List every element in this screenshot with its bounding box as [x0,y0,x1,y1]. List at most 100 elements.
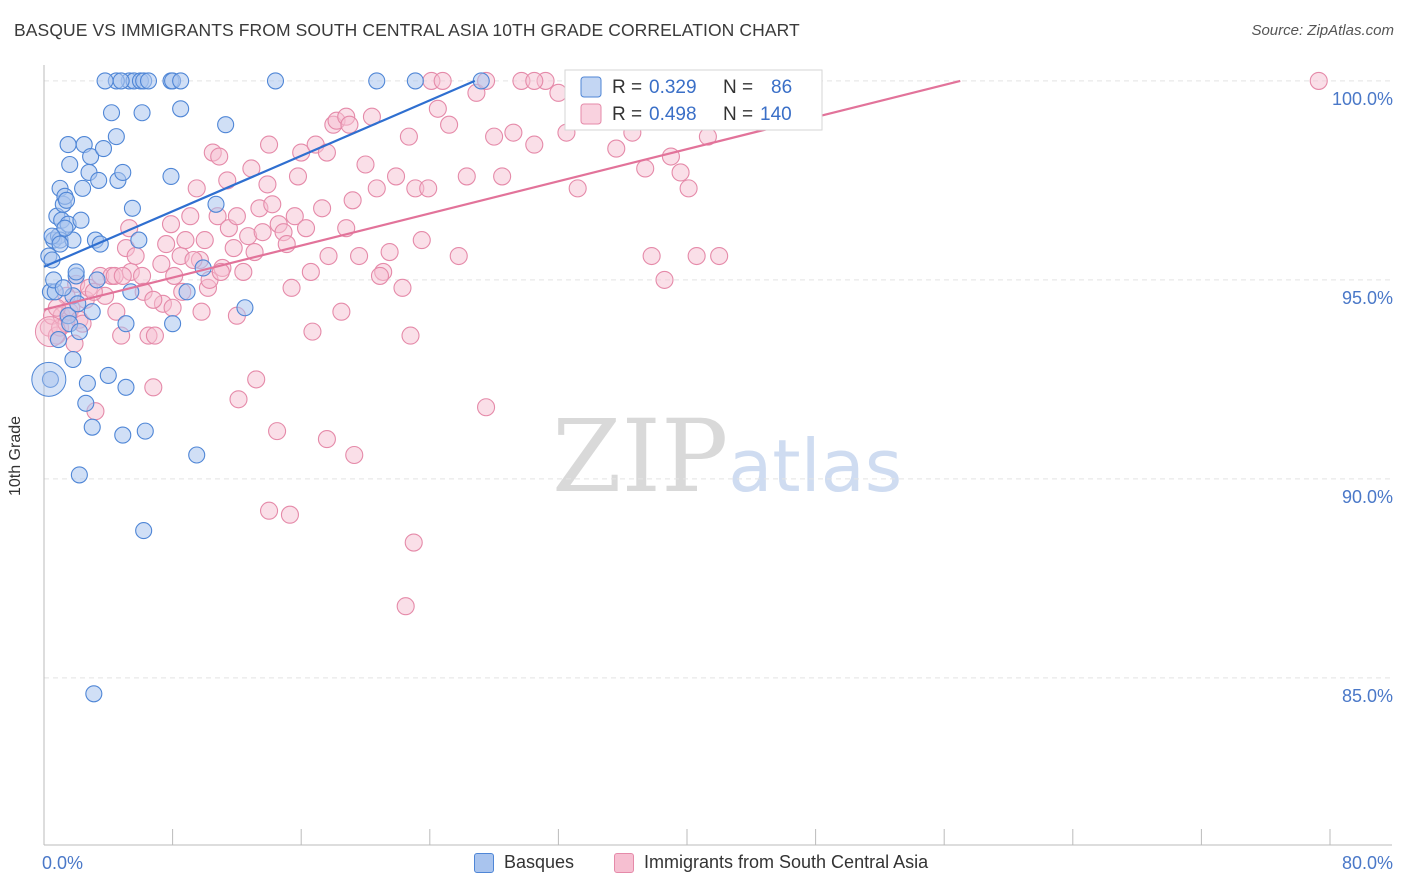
legend-r-label-1: R = [612,77,642,98]
x-tick-label: 0.0% [42,853,83,873]
point-immigrants [549,83,568,102]
point-basques [406,72,424,90]
point-basques [67,263,85,281]
point-immigrants [607,139,626,158]
point-immigrants [404,533,423,552]
bottom-legend-label-basques: Basques [504,852,575,872]
point-basques [117,315,135,333]
point-immigrants [356,155,375,174]
point-basques [135,522,153,540]
point-immigrants [145,326,164,345]
point-basques [217,116,235,134]
point-immigrants [350,246,369,266]
point-basques [70,466,88,484]
x-tick-label: 80.0% [1342,853,1393,873]
point-immigrants [386,167,406,186]
point-basques [51,235,69,253]
legend-n-value-1: 86 [771,77,792,98]
point-immigrants [176,231,195,250]
point-basques [64,350,82,369]
point-immigrants [319,246,338,266]
legend-n-label-2: N = [723,104,753,125]
source-credit: Source: ZipAtlas.com [1251,22,1394,39]
point-basques [88,271,106,289]
point-basques [178,283,196,301]
point-immigrants [317,430,336,449]
point-basques [162,167,180,185]
point-basques [96,72,114,90]
point-immigrants [268,422,287,441]
point-basques [70,323,88,341]
point-basques [59,136,77,154]
point-basques [83,418,101,436]
point-basques [77,394,95,412]
point-immigrants [181,207,200,226]
point-immigrants [192,302,211,321]
point-immigrants [457,167,476,186]
point-basques [207,195,225,213]
watermark-zip: ZIP [552,398,729,515]
point-basques [123,199,141,217]
point-immigrants [440,115,459,134]
point-immigrants [525,71,544,90]
point-immigrants [412,231,431,250]
point-immigrants [396,597,415,616]
point-immigrants [687,246,706,266]
point-immigrants [144,378,163,397]
point-basques [49,331,68,349]
legend-swatch-basques [580,76,602,98]
point-immigrants [332,302,351,321]
point-basques [130,231,148,249]
point-basques [41,370,59,388]
point-immigrants [285,207,304,226]
point-basques [164,315,182,333]
point-immigrants [259,501,279,520]
point-immigrants [263,195,282,214]
point-immigrants [296,219,316,238]
point-basques [107,128,125,146]
point-basques [133,104,151,122]
point-immigrants [187,179,206,198]
point-immigrants [393,278,412,297]
point-basques [57,191,76,209]
legend-r-label-2: R = [612,104,642,125]
point-basques [266,72,285,90]
point-basques [56,219,74,237]
point-immigrants [642,246,661,266]
point-immigrants [401,326,420,345]
point-basques [82,147,100,166]
point-immigrants [133,266,152,285]
watermark: ZIPatlas [552,398,902,515]
x-tick-labels: 0.0% 80.0% [42,853,1393,873]
point-immigrants [345,445,364,465]
point-basques [112,72,130,90]
point-immigrants [163,298,182,317]
bottom-legend-immigrants: Immigrants from South Central Asia [614,852,928,873]
point-immigrants [229,390,248,409]
legend-r-value-2: 0.498 [649,104,697,125]
point-basques-cluster [31,361,67,397]
point-immigrants [144,290,163,309]
point-immigrants [247,370,266,389]
point-immigrants [419,179,438,198]
point-basques [236,299,254,317]
y-tick-label: 95.0% [1342,288,1393,308]
point-immigrants [399,127,418,146]
point-immigrants [428,99,447,118]
point-basques [139,72,158,90]
point-basques [102,104,121,122]
point-basques [136,422,154,440]
trend-line-basques [43,79,476,268]
stats-legend: R = 0.329 N = 86 R = 0.498 N = 140 [564,69,823,131]
point-immigrants [161,215,181,234]
point-immigrants [525,135,544,154]
bottom-legend-label-immigrants: Immigrants from South Central Asia [644,852,929,872]
point-basques [72,211,90,229]
y-tick-label: 85.0% [1342,686,1393,706]
point-basques [188,446,206,464]
point-basques [78,374,96,392]
point-immigrants [107,302,126,321]
point-immigrants [195,231,214,250]
point-immigrants [259,135,279,154]
